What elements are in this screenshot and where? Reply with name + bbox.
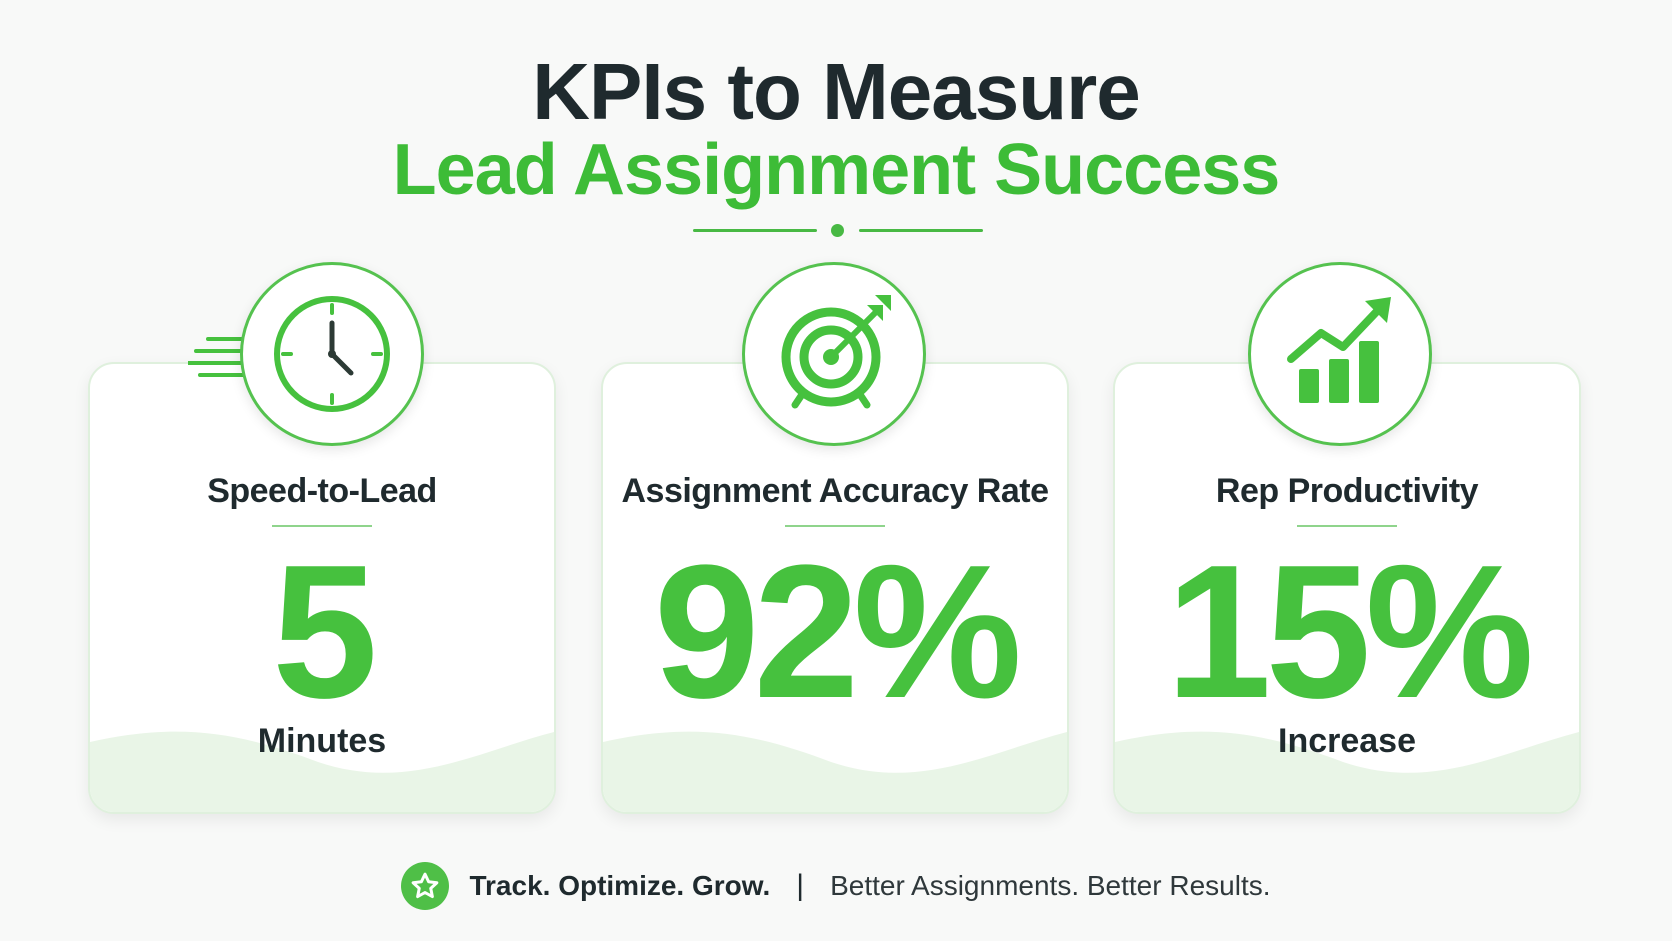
footer-separator: | <box>796 869 805 902</box>
clock-badge <box>240 262 424 446</box>
kpi-label: Rep Productivity <box>1215 472 1479 510</box>
clock-icon <box>274 296 390 412</box>
kpi-unit: Minutes <box>257 722 387 760</box>
kpi-value: 15% <box>1165 526 1534 738</box>
target-badge <box>742 262 926 446</box>
kpi-rule <box>272 525 372 527</box>
card-wave-decoration <box>1115 731 1579 812</box>
page-subtitle: Lead Assignment Success <box>392 130 1281 210</box>
kpi-value: 92% <box>653 526 1022 738</box>
kpi-value: 5 <box>272 526 378 738</box>
growth-chart-icon <box>1287 297 1391 403</box>
kpi-label: Speed-to-Lead <box>207 472 437 510</box>
title-divider <box>693 224 983 237</box>
card-wave-decoration <box>90 731 554 812</box>
growth-badge <box>1248 262 1432 446</box>
footer-track-text: Track. Optimize. Grow. <box>469 870 771 901</box>
kpi-unit: Increase <box>1278 722 1416 760</box>
footer: Track. Optimize. Grow. | Better Assignme… <box>0 860 1672 912</box>
kpi-rule <box>1297 525 1397 527</box>
kpi-label: Assignment Accuracy Rate <box>621 472 1049 510</box>
kpi-card-assignment-accuracy: Assignment Accuracy Rate 92% <box>601 362 1069 814</box>
page-title: KPIs to Measure <box>532 47 1140 136</box>
kpi-rule <box>785 525 885 527</box>
target-icon <box>781 295 891 409</box>
footer-tagline: Better Assignments. Better Results. <box>830 870 1271 901</box>
kpi-card-rep-productivity: Rep Productivity 15% Increase <box>1113 362 1581 814</box>
star-icon <box>401 862 450 910</box>
card-wave-decoration <box>603 731 1067 812</box>
